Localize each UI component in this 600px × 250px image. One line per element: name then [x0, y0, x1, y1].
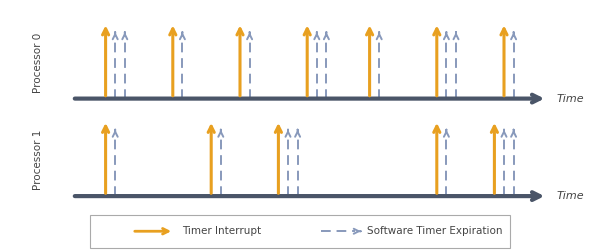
Text: Timer Interrupt: Timer Interrupt [182, 226, 262, 236]
FancyBboxPatch shape [90, 215, 510, 248]
Text: Processor 1: Processor 1 [34, 130, 43, 190]
Text: Time: Time [557, 191, 584, 201]
Text: Software Timer Expiration: Software Timer Expiration [367, 226, 503, 236]
Text: Processor 0: Processor 0 [34, 32, 43, 92]
Text: Time: Time [557, 94, 584, 104]
